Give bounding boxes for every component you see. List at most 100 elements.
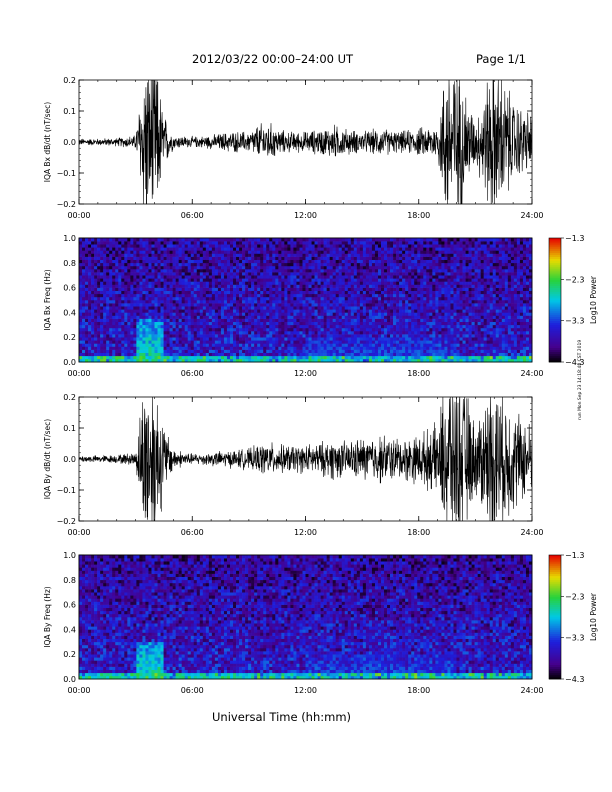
colorbar-step <box>549 351 561 355</box>
colorbar-step <box>549 295 561 299</box>
colorbar-frame <box>548 554 562 680</box>
colorbar-step <box>549 310 561 313</box>
colorbar-step <box>549 662 561 665</box>
panel-1: 00:00 06:00 12:00 18:00 24:00 −0.2 −0.1 0.0 0.1 0… <box>43 76 544 220</box>
colorbar-step <box>549 623 561 626</box>
colorbar-step <box>549 557 561 560</box>
colorbar-step <box>549 357 561 361</box>
x-tick-label: 18:00 <box>407 528 430 537</box>
colorbar-step <box>549 614 561 618</box>
colorbar-step <box>549 262 561 266</box>
colorbar-step <box>549 256 561 260</box>
x-tick-label: 06:00 <box>181 528 204 537</box>
y-tick-label: −0.2 <box>57 200 76 209</box>
colorbar-step <box>549 668 561 672</box>
colorbar-step <box>549 273 561 276</box>
colorbar-step <box>549 639 561 643</box>
colorbar-tick-label: −1.3 <box>565 234 584 243</box>
y-tick-label: −0.1 <box>57 169 76 178</box>
colorbar-step <box>549 246 561 249</box>
colorbar-tick-label: −3.3 <box>565 634 584 643</box>
x-tick-label: 00:00 <box>67 369 90 378</box>
series-trace <box>78 79 533 205</box>
colorbar-step <box>549 347 561 350</box>
panel-2: 00:00 06:00 12:00 18:00 24:00 0.0 0.2 0.4 0.6 0.8… <box>43 234 598 378</box>
colorbar-step <box>549 335 561 338</box>
colorbar-step <box>549 631 561 634</box>
colorbar-step <box>549 621 561 624</box>
colorbar-step <box>549 664 561 667</box>
plot-frame-overlay <box>78 554 533 680</box>
x-tick-label: 24:00 <box>520 528 543 537</box>
colorbar-step <box>549 359 561 363</box>
colorbar-step <box>549 592 561 595</box>
colorbar-step <box>549 674 561 678</box>
colorbar-step <box>549 629 561 632</box>
colorbar-step <box>549 612 561 616</box>
colorbar-step <box>549 242 561 245</box>
series-trace <box>78 396 533 522</box>
colorbar-step <box>549 304 561 307</box>
spectrogram-cells <box>79 238 533 363</box>
colorbar-step <box>549 283 561 286</box>
colorbar-step <box>549 588 561 591</box>
colorbar-step <box>549 333 561 336</box>
colorbar-step <box>549 240 561 243</box>
colorbar-frame <box>548 237 562 363</box>
y-tick-label: 0.2 <box>63 393 76 402</box>
x-tick-label: 24:00 <box>520 211 543 220</box>
x-axis-label: Universal Time (hh:mm) <box>212 710 352 724</box>
colorbar-step <box>549 238 561 241</box>
colorbar-step <box>549 670 561 674</box>
colorbar-step <box>549 339 561 342</box>
colorbar-step <box>549 610 561 614</box>
colorbar-step <box>549 279 561 282</box>
y-tick-label: 0.2 <box>63 76 76 85</box>
colorbar: −1.3 −2.3 −3.3 −4.3 Log10 Power <box>548 234 598 367</box>
colorbar-step <box>549 569 561 572</box>
colorbar-label: Log10 Power <box>589 275 598 324</box>
colorbar-step <box>549 563 561 566</box>
y-tick-label: 0.0 <box>63 455 76 464</box>
colorbar-step <box>549 277 561 280</box>
colorbar-step <box>549 573 561 577</box>
y-tick-label: 0.6 <box>63 601 76 610</box>
colorbar-step <box>549 316 561 319</box>
colorbar-step <box>549 648 561 651</box>
x-tick-label: 00:00 <box>67 211 90 220</box>
colorbar-step <box>549 652 561 655</box>
colorbar-step <box>549 248 561 251</box>
x-tick-label: 12:00 <box>294 528 317 537</box>
colorbar-step <box>549 353 561 357</box>
colorbar-step <box>549 306 561 309</box>
colorbar-step <box>549 324 561 328</box>
y-tick-label: 1.0 <box>63 234 76 243</box>
colorbar-tick-label: −4.3 <box>565 675 584 684</box>
colorbar-step <box>549 266 561 270</box>
colorbar-step <box>549 565 561 568</box>
colorbar-step <box>549 345 561 348</box>
colorbar-step <box>549 555 561 558</box>
colorbar-step <box>549 264 561 268</box>
colorbar-step <box>549 600 561 603</box>
colorbar-step <box>549 581 561 585</box>
colorbar-step <box>549 252 561 255</box>
plot-frame-overlay <box>78 237 533 363</box>
colorbar-step <box>549 567 561 570</box>
x-tick-label: 12:00 <box>294 686 317 695</box>
y-tick-label: 0.1 <box>63 107 76 116</box>
run-timestamp: run Mon Sep 23 14:18:48 CST 2019 <box>578 339 583 420</box>
page-number: Page 1/1 <box>476 52 527 66</box>
colorbar-step <box>549 244 561 247</box>
colorbar-step <box>549 355 561 359</box>
colorbar-step <box>549 260 561 264</box>
colorbar-step <box>549 625 561 628</box>
colorbar-step <box>549 320 561 324</box>
colorbar-step <box>549 331 561 334</box>
colorbar-step <box>549 604 561 608</box>
colorbar-step <box>549 250 561 253</box>
page-title: 2012/03/22 00:00–24:00 UT <box>192 52 354 66</box>
colorbar-step <box>549 602 561 605</box>
x-tick-label: 00:00 <box>67 528 90 537</box>
colorbar-step <box>549 312 561 315</box>
